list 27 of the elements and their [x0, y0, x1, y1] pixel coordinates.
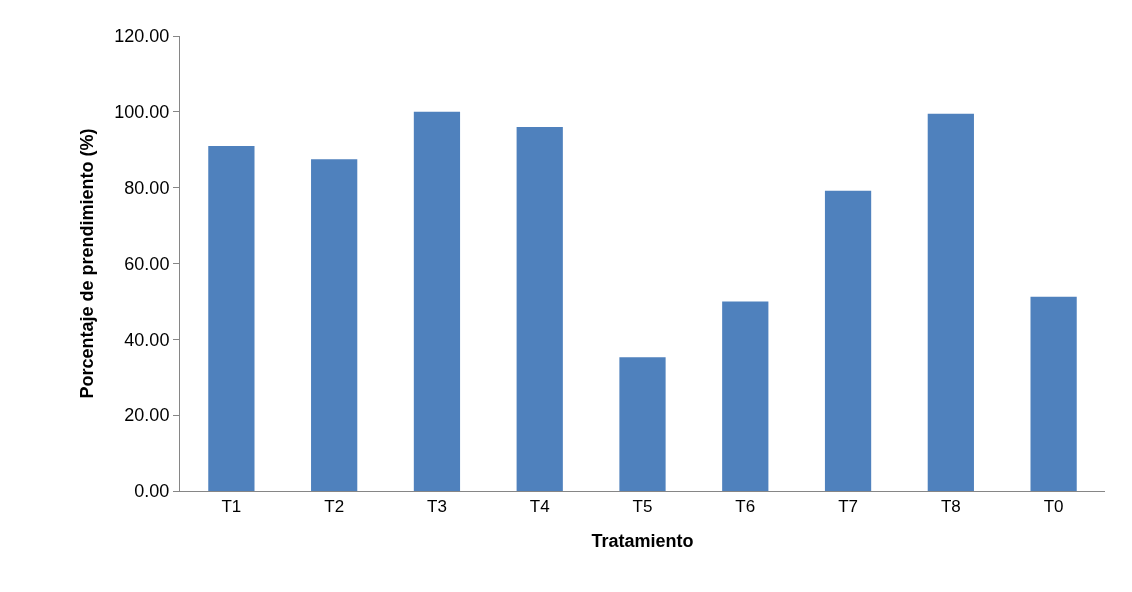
y-tick-label: 120.00	[114, 26, 170, 47]
x-tick-label: T4	[529, 497, 550, 517]
bar	[619, 357, 666, 491]
y-axis-title: Porcentaje de prendimiento (%)	[76, 128, 97, 399]
y-tick-label: 40.00	[124, 329, 170, 350]
x-tick-label: T8	[940, 497, 961, 517]
x-tick-label: T3	[427, 497, 447, 517]
y-tick-label: 0.00	[134, 481, 170, 502]
y-tick-label: 80.00	[124, 177, 170, 198]
x-tick-label: T5	[632, 497, 653, 517]
y-tick-label: 60.00	[124, 253, 170, 274]
bar	[311, 159, 358, 491]
bar	[208, 145, 255, 491]
x-axis-title: Tratamiento	[591, 530, 694, 551]
bar	[927, 113, 974, 491]
y-tick-label: 20.00	[124, 405, 170, 426]
x-tick-label: T1	[221, 497, 242, 517]
bar	[824, 190, 872, 491]
y-tick-label: 100.00	[114, 102, 170, 123]
bar	[516, 127, 563, 491]
x-tick-label: T6	[735, 497, 756, 517]
bar	[413, 111, 461, 491]
x-tick-label: T7	[838, 497, 858, 517]
x-tick-label: T2	[324, 497, 345, 517]
bar	[722, 301, 769, 491]
x-tick-label: T0	[1043, 497, 1064, 517]
bar	[1030, 296, 1077, 491]
